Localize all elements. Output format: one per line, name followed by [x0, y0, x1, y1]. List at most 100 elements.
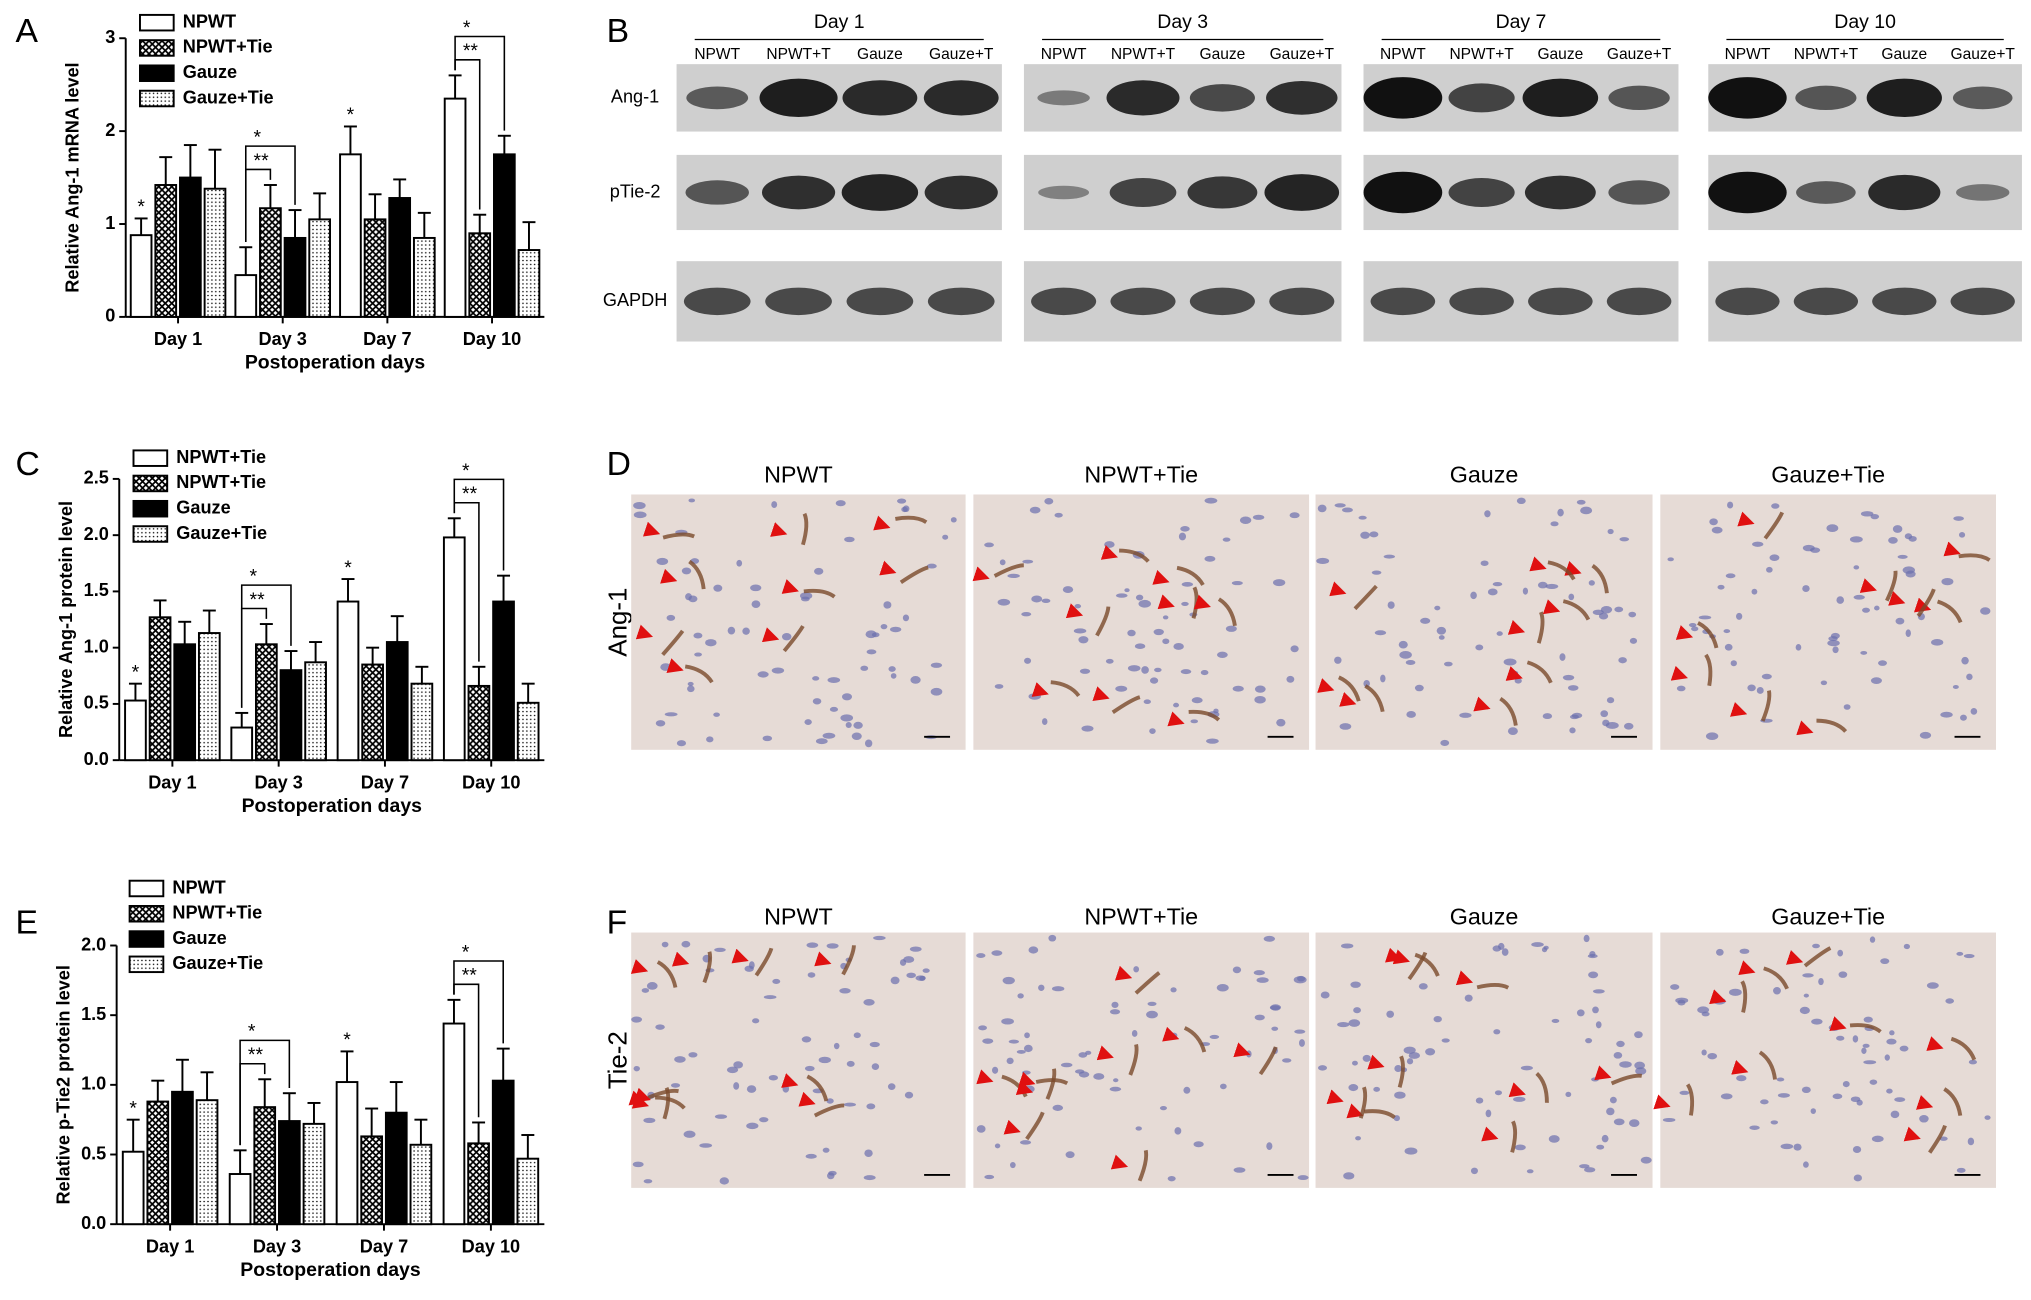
nucleus	[1662, 1117, 1676, 1123]
y-tick-label: 1.5	[81, 1004, 106, 1024]
micrograph	[1660, 494, 1997, 750]
vessel	[1535, 1071, 1549, 1103]
arrow	[1731, 1059, 1749, 1075]
nucleus	[1038, 984, 1045, 991]
blot-row-label: GAPDH	[603, 290, 667, 310]
nucleus	[1109, 1009, 1121, 1015]
nucleus	[694, 652, 702, 657]
nucleus	[871, 1063, 880, 1070]
nucleus	[1874, 605, 1880, 611]
legend-label: NPWT+Tie	[176, 447, 266, 467]
nucleus	[1605, 722, 1619, 729]
blot-band	[1793, 287, 1859, 316]
blot-band	[1363, 77, 1443, 119]
vessel	[899, 565, 929, 585]
vessel	[1095, 606, 1111, 637]
vessel	[1353, 584, 1378, 611]
nucleus	[1022, 1070, 1031, 1075]
nucleus	[1191, 697, 1203, 704]
arrow	[1114, 965, 1133, 981]
vessel	[1414, 952, 1440, 977]
nucleus	[1853, 1174, 1862, 1182]
blot-band	[1038, 185, 1090, 200]
nucleus	[1024, 1032, 1030, 1039]
legend-label: Gauze+Tie	[176, 523, 267, 543]
nucleus	[926, 563, 937, 569]
nucleus	[1607, 528, 1614, 535]
nucleus	[633, 501, 646, 510]
blot-band	[927, 287, 995, 316]
nucleus	[1273, 579, 1286, 587]
blot-lane-label: Gauze+T	[1607, 46, 1672, 63]
nucleus	[1341, 943, 1354, 949]
nucleus	[1537, 581, 1548, 589]
nucleus	[1588, 580, 1595, 586]
nucleus	[1984, 1115, 1991, 1120]
nucleus	[1777, 1093, 1790, 1098]
arrow	[1888, 590, 1906, 606]
group-label: Gauze+Tie	[1771, 903, 1885, 929]
significance: *	[343, 1029, 351, 1051]
nucleus	[1220, 1083, 1227, 1090]
nucleus	[1902, 566, 1915, 574]
nucleus	[930, 687, 943, 696]
vessel	[1936, 599, 1963, 624]
nucleus	[681, 940, 691, 948]
nucleus	[1569, 727, 1576, 734]
nucleus	[1386, 1010, 1395, 1018]
blot-band	[1187, 176, 1258, 209]
arrow	[660, 568, 678, 584]
x-tick-label: Day 10	[462, 772, 520, 792]
arrow	[1233, 1042, 1251, 1058]
nucleus	[991, 1066, 999, 1074]
nucleus	[1589, 950, 1596, 958]
legend-swatch	[128, 930, 165, 948]
arrow	[1481, 1126, 1499, 1142]
nucleus	[1266, 1142, 1273, 1150]
x-axis-title: Postoperation days	[242, 795, 423, 817]
nucleus	[1436, 626, 1447, 635]
arrow	[1018, 1071, 1036, 1087]
nucleus	[839, 988, 851, 994]
nucleus	[1956, 951, 1964, 956]
nucleus	[1769, 554, 1780, 562]
nucleus	[1317, 1065, 1328, 1071]
nucleus	[1688, 622, 1697, 628]
vessel	[1760, 690, 1772, 722]
nucleus	[1484, 510, 1491, 518]
legend-swatch	[128, 955, 165, 974]
blot-band	[1370, 287, 1436, 316]
nucleus	[1459, 712, 1472, 718]
bar	[517, 249, 541, 318]
nucleus	[1233, 1167, 1246, 1173]
nucleus	[1232, 966, 1242, 974]
blot-band	[1608, 85, 1670, 111]
nucleus	[1747, 684, 1756, 692]
nucleus	[664, 712, 678, 717]
x-tick-label: Day 1	[154, 329, 202, 349]
nucleus	[860, 665, 869, 671]
nucleus	[1640, 1156, 1652, 1164]
nucleus	[646, 982, 658, 990]
arrow	[1508, 1082, 1526, 1098]
vessel	[1526, 660, 1553, 684]
vessel	[1697, 621, 1719, 649]
nucleus	[1213, 708, 1219, 714]
arrow	[1100, 545, 1119, 560]
arrow	[781, 1073, 799, 1088]
micrograph	[973, 932, 1310, 1188]
blot-lane-label: NPWT+T	[1794, 46, 1859, 63]
nucleus	[902, 505, 910, 513]
vessel	[1816, 718, 1848, 733]
arrow	[1339, 692, 1357, 707]
vessel	[754, 947, 774, 977]
nucleus	[1052, 1104, 1064, 1111]
y-tick-label: 0.0	[84, 749, 109, 769]
nucleus	[1705, 732, 1719, 740]
x-tick-label: Day 1	[146, 1236, 194, 1256]
bar	[491, 1079, 515, 1226]
tissue	[1660, 494, 1997, 750]
nucleus	[1048, 934, 1057, 942]
legend-swatch	[128, 879, 165, 898]
bar	[308, 218, 331, 318]
